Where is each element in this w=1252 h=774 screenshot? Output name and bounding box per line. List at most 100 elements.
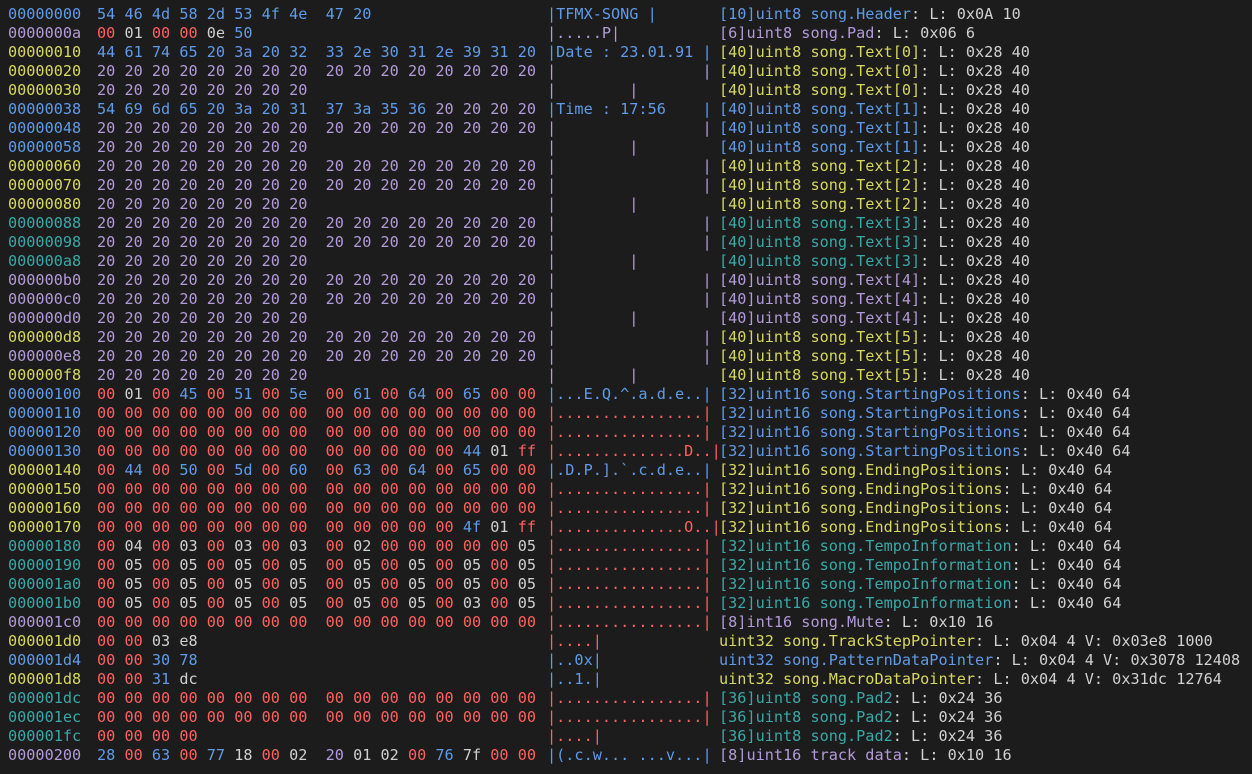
hexdump-row[interactable]: 000000b0 20 20 20 20 20 20 20 20 20 20 20… xyxy=(0,271,1252,290)
hexdump-row[interactable]: 00000070 20 20 20 20 20 20 20 20 20 20 20… xyxy=(0,176,1252,195)
hex-byte: 20 xyxy=(490,290,518,308)
hexdump-row[interactable]: 00000010 44 61 74 65 20 3a 20 32 33 2e 30… xyxy=(0,43,1252,62)
hexdump-row[interactable]: 0000000a 00 01 00 00 0e 50 |.....P| [6]uint… xyxy=(0,24,1252,43)
hexdump-row[interactable]: 000000c0 20 20 20 20 20 20 20 20 20 20 20… xyxy=(0,290,1252,309)
hex-byte: 00 xyxy=(289,480,317,498)
hex-byte: 20 xyxy=(179,328,207,346)
hex-byte: 20 xyxy=(179,157,207,175)
hex-byte: 58 xyxy=(179,5,207,23)
hex-byte: 00 xyxy=(261,556,290,574)
hexdump-row[interactable]: 00000160 00 00 00 00 00 00 00 00 00 00 00… xyxy=(0,499,1252,518)
hexdump-row[interactable]: 000001d8 00 00 31 dc |..1.| uint32 song.Mac… xyxy=(0,670,1252,689)
row-hex-bytes: 54 69 6d 65 20 3a 20 31 37 3a 35 36 20 2… xyxy=(97,100,536,119)
hex-byte: 4f xyxy=(261,5,290,23)
hex-byte: 3a xyxy=(353,100,381,118)
hex-byte: 00 xyxy=(151,404,180,422)
hexdump-row[interactable]: 00000140 00 44 00 50 00 5d 00 60 00 63 00… xyxy=(0,461,1252,480)
field-desc-part: : L: 0x28 40 xyxy=(920,176,1030,194)
hex-byte: 00 xyxy=(206,461,235,479)
hexdump-row[interactable]: 000001a0 00 05 00 05 00 05 00 05 00 05 00… xyxy=(0,575,1252,594)
hex-byte: 20 xyxy=(462,271,491,289)
hex-byte: 00 xyxy=(325,499,354,517)
hexdump-row[interactable]: 000001c0 00 00 00 00 00 00 00 00 00 00 00… xyxy=(0,613,1252,632)
hexdump-row[interactable]: 00000110 00 00 00 00 00 00 00 00 00 00 00… xyxy=(0,404,1252,423)
hex-byte: 20 xyxy=(435,214,463,232)
row-hex-bytes: 20 20 20 20 20 20 20 20 20 20 20 20 20 2… xyxy=(97,271,536,290)
hexdump-row[interactable]: 000000f8 20 20 20 20 20 20 20 20 | | [40]ui… xyxy=(0,366,1252,385)
hex-byte: 02 xyxy=(353,537,381,555)
hexdump-row[interactable]: 00000190 00 05 00 05 00 05 00 05 00 05 00… xyxy=(0,556,1252,575)
hexdump-row[interactable]: 000001d4 00 00 30 78 |..0x| uint32 song.Pat… xyxy=(0,651,1252,670)
hex-byte: 00 xyxy=(234,480,262,498)
field-desc-part: uint8 song.Header xyxy=(755,5,912,23)
hexdump-row[interactable]: 000001fc 00 00 00 00 |....| [36]uint8 song.… xyxy=(0,727,1252,746)
hex-byte: 00 xyxy=(151,480,180,498)
hex-byte: 00 xyxy=(289,708,317,726)
hex-byte: 00 xyxy=(206,442,235,460)
hex-byte: 00 xyxy=(407,746,436,764)
hex-byte: 00 xyxy=(97,404,125,422)
hex-byte: 20 xyxy=(234,119,262,137)
hexdump-row[interactable]: 00000080 20 20 20 20 20 20 20 20 | | [40]ui… xyxy=(0,195,1252,214)
hexdump-row[interactable]: 00000120 00 00 00 00 00 00 00 00 00 00 00… xyxy=(0,423,1252,442)
hexdump-row[interactable]: 000000a8 20 20 20 20 20 20 20 20 | | [40]ui… xyxy=(0,252,1252,271)
hex-byte: 20 xyxy=(517,43,537,61)
hexdump-row[interactable]: 00000088 20 20 20 20 20 20 20 20 20 20 20… xyxy=(0,214,1252,233)
hexdump-row[interactable]: 00000020 20 20 20 20 20 20 20 20 20 20 20… xyxy=(0,62,1252,81)
hexdump-row[interactable]: 00000098 20 20 20 20 20 20 20 20 20 20 20… xyxy=(0,233,1252,252)
hex-byte: 00 xyxy=(490,537,518,555)
row-ascii: | | xyxy=(547,233,712,251)
hex-byte: 20 xyxy=(407,271,436,289)
field-desc-part: uint32 song.TrackStepPointer xyxy=(719,632,976,650)
field-desc-part: : L: 0x0A 10 xyxy=(911,5,1021,23)
row-field-description: [32]uint16 song.EndingPositions: L: 0x40… xyxy=(719,518,1112,537)
hex-byte: 00 xyxy=(325,575,354,593)
hexdump-row[interactable]: 000001d0 00 00 03 e8 |....| uint32 song.Tra… xyxy=(0,632,1252,651)
hexdump-row[interactable]: 00000170 00 00 00 00 00 00 00 00 00 00 00… xyxy=(0,518,1252,537)
field-desc-part: : L: 0x40 64 xyxy=(1011,537,1122,555)
hexdump-row[interactable]: 000000d0 20 20 20 20 20 20 20 20 | | [40]ui… xyxy=(0,309,1252,328)
hexdump-row[interactable]: 000001b0 00 05 00 05 00 05 00 05 00 05 00… xyxy=(0,594,1252,613)
hexdump-row[interactable]: 000001dc 00 00 00 00 00 00 00 00 00 00 00… xyxy=(0,689,1252,708)
hex-byte: 00 xyxy=(261,518,290,536)
hexdump-row[interactable]: 00000000 54 46 4d 58 2d 53 4f 4e 47 20 |TF… xyxy=(0,5,1252,24)
hex-byte: 00 xyxy=(124,442,152,460)
hex-byte: 00 xyxy=(325,404,354,422)
hexdump-row[interactable]: 00000048 20 20 20 20 20 20 20 20 20 20 20… xyxy=(0,119,1252,138)
hex-byte: 00 xyxy=(206,537,235,555)
hexdump-row[interactable]: 00000060 20 20 20 20 20 20 20 20 20 20 20… xyxy=(0,157,1252,176)
hex-byte: 03 xyxy=(234,537,262,555)
field-desc-part: uint8 song.Text[4] xyxy=(755,271,921,289)
hex-byte: 05 xyxy=(289,594,317,612)
hexdump-row[interactable]: 000001ec 00 00 00 00 00 00 00 00 00 00 00… xyxy=(0,708,1252,727)
hex-byte: 05 xyxy=(517,575,537,593)
hexdump-row[interactable]: 00000180 00 04 00 03 00 03 00 03 00 02 00… xyxy=(0,537,1252,556)
row-hex-bytes: 00 00 00 00 00 00 00 00 00 00 00 00 00 0… xyxy=(97,404,536,423)
hexdump-row[interactable]: 00000200 28 00 63 00 77 18 00 02 20 01 02… xyxy=(0,746,1252,765)
hexdump-row[interactable]: 000000d8 20 20 20 20 20 20 20 20 20 20 20… xyxy=(0,328,1252,347)
row-field-description: [10]uint8 song.Header: L: 0x0A 10 xyxy=(719,5,1021,24)
row-ascii: |................| xyxy=(547,499,712,517)
hex-byte: 20 xyxy=(517,347,537,365)
hex-byte: 00 xyxy=(206,518,235,536)
row-ascii: |................| xyxy=(547,537,712,555)
hex-byte: 03 xyxy=(179,537,207,555)
hexdump-row[interactable]: 00000030 20 20 20 20 20 20 20 20 | | [40]ui… xyxy=(0,81,1252,100)
hex-byte: 50 xyxy=(234,24,253,42)
hexdump-row[interactable]: 00000038 54 69 6d 65 20 3a 20 31 37 3a 35… xyxy=(0,100,1252,119)
hexdump-row[interactable]: 00000130 00 00 00 00 00 00 00 00 00 00 00… xyxy=(0,442,1252,461)
hex-byte: 20 xyxy=(407,119,436,137)
hexdump-row[interactable]: 00000058 20 20 20 20 20 20 20 20 | | [40]ui… xyxy=(0,138,1252,157)
hexdump-row[interactable]: 00000150 00 00 00 00 00 00 00 00 00 00 00… xyxy=(0,480,1252,499)
field-desc-part: [32] xyxy=(719,575,756,593)
hex-byte: 20 xyxy=(234,176,262,194)
row-ascii: |Date : 23.01.91 | xyxy=(547,43,712,61)
hexdump-row[interactable]: 00000100 00 01 00 45 00 51 00 5e 00 61 00… xyxy=(0,385,1252,404)
hex-byte: 00 xyxy=(435,594,463,612)
hex-byte: 20 xyxy=(151,347,180,365)
field-desc-part: uint8 song.Text[5] xyxy=(755,328,921,346)
hexdump-row[interactable]: 000000e8 20 20 20 20 20 20 20 20 20 20 20… xyxy=(0,347,1252,366)
field-desc-part: : L: 0x28 40 xyxy=(920,366,1030,384)
row-offset: 000001c0 xyxy=(8,613,82,631)
